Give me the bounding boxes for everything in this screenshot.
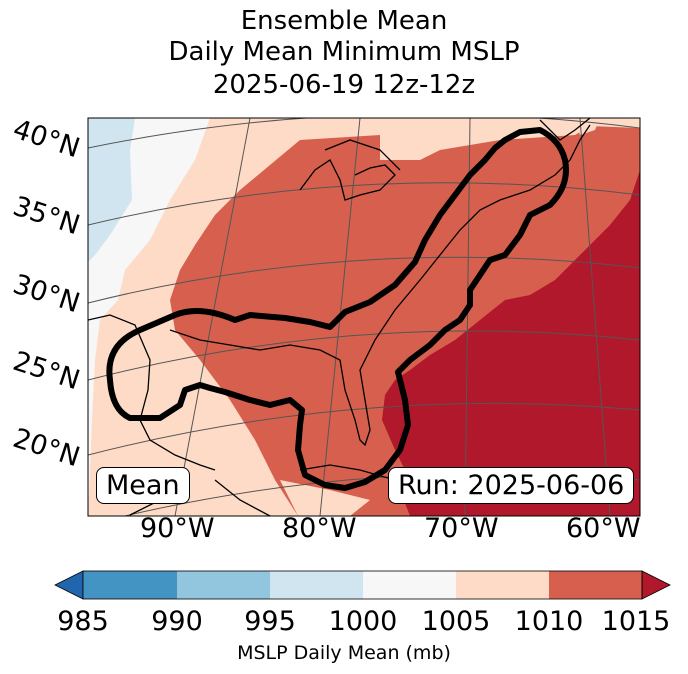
- colorbar-tick-1005: 1005: [421, 606, 491, 637]
- coast-gulf-mexico: [88, 314, 216, 471]
- title-line-2: Daily Mean Minimum MSLP: [168, 37, 520, 67]
- colorbar-bin-990-995: [177, 571, 270, 599]
- mslp-contour: [106, 127, 569, 491]
- lon-label-70w: 70°W: [424, 513, 499, 544]
- colorbar-bin-1000-1005: [363, 571, 456, 599]
- colorbar-under-arrow: [54, 570, 84, 600]
- mslp-field: [88, 118, 640, 516]
- great-lakes: [299, 159, 396, 201]
- coast-us-east: [169, 124, 591, 447]
- coast-yucatan: [214, 479, 271, 516]
- grid-lat-40: [88, 118, 640, 149]
- field-over-1015: [382, 170, 640, 516]
- colorbar-tick-985: 985: [57, 606, 109, 637]
- colorbar-tick-995: 995: [244, 606, 296, 637]
- field-1005-1010: [88, 118, 640, 516]
- colorbar-over-arrow: [641, 570, 671, 600]
- colorbar-tick-1000: 1000: [328, 606, 398, 637]
- grid-lon-70: [464, 118, 471, 516]
- mean-box: Mean: [96, 467, 190, 504]
- grid-lat-30: [88, 256, 640, 304]
- lon-label-80w: 80°W: [282, 513, 357, 544]
- colorbar-bin-1005-1010: [456, 571, 549, 599]
- colorbar-tick-990: 990: [151, 606, 203, 637]
- colorbar-tick-1015: 1015: [601, 606, 671, 637]
- colorbar-label: MSLP Daily Mean (mb): [237, 642, 451, 664]
- lon-label-60w: 60°W: [566, 513, 641, 544]
- colorbar-frame: [82, 570, 643, 600]
- grid-lon-90: [174, 118, 251, 516]
- field-995-1000: [88, 118, 135, 262]
- lon-label-90w: 90°W: [140, 513, 215, 544]
- colorbar-bin-995-1000: [270, 571, 363, 599]
- lake-superior: [324, 139, 401, 171]
- grid-lat-25: [88, 330, 640, 381]
- grid-lon-60: [579, 118, 611, 516]
- colorbar-bin-1010-1015: [549, 571, 642, 599]
- run-box: Run: 2025-06-06: [388, 467, 635, 504]
- colorbar-tick-1010: 1010: [514, 606, 584, 637]
- colorbar-bin-985-990: [83, 571, 177, 599]
- field-1005-1010-south: [280, 480, 370, 516]
- coast-maritimes: [539, 118, 591, 141]
- map-frame: [87, 117, 641, 517]
- title-line-1: Ensemble Mean: [240, 6, 448, 36]
- title-line-3: 2025-06-19 12z-12z: [212, 70, 476, 100]
- colorbar: [54, 570, 671, 600]
- grid-lat-20: [88, 402, 640, 456]
